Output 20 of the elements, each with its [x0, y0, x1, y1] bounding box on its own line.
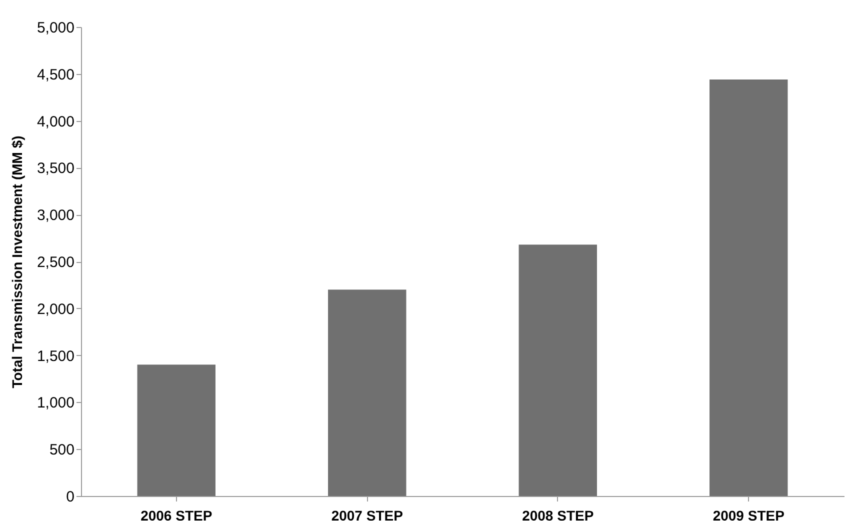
- bar: [518, 244, 597, 496]
- y-tick-label: 3,500: [36, 160, 74, 178]
- x-tick-label: 2008 STEP: [522, 508, 594, 521]
- x-tick-label: 2006 STEP: [140, 508, 212, 521]
- y-tick-label: 1,500: [36, 348, 74, 365]
- y-tick-label: 1,000: [36, 394, 74, 412]
- y-tick-label: 4,500: [36, 66, 74, 84]
- bar: [328, 290, 406, 496]
- x-tick-label: 2007 STEP: [331, 508, 403, 521]
- y-tick-label: 2,500: [36, 254, 74, 271]
- y-tick-label: 3,000: [36, 207, 74, 224]
- y-tick-label: 2,000: [36, 300, 74, 318]
- x-tick-label: 2009 STEP: [712, 508, 784, 521]
- y-tick-label: 5,000: [36, 20, 74, 36]
- bar: [710, 80, 788, 496]
- bar: [137, 364, 216, 496]
- y-axis-title: Total Transmission Investment (MM $): [8, 136, 25, 388]
- y-tick-label: 4,000: [36, 113, 74, 130]
- y-tick-label: 0: [66, 488, 74, 506]
- y-tick-label: 500: [49, 442, 74, 459]
